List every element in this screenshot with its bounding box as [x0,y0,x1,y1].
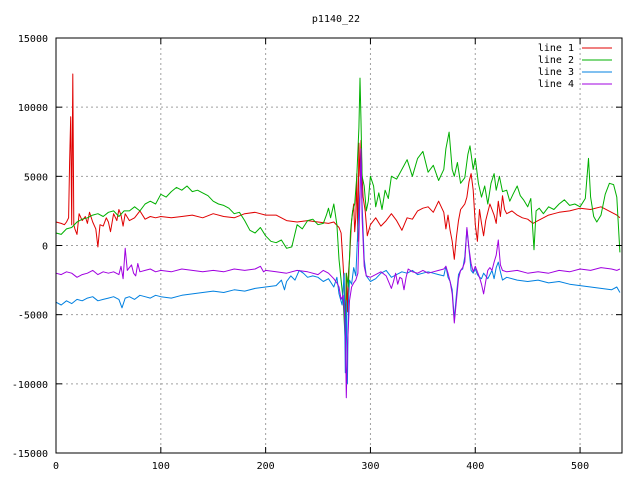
x-tick-label: 500 [571,461,589,472]
y-tick-label: -5000 [18,311,48,322]
series-line-2 [55,77,621,343]
chart-title: p1140_22 [312,14,360,25]
x-tick-label: 100 [152,461,170,472]
y-tick-label: -10000 [12,380,48,391]
y-tick-label: 10000 [18,103,48,114]
x-tick-label: 200 [257,461,275,472]
series-layer [55,73,621,399]
x-tick-label: 0 [53,461,59,472]
y-tick-label: -15000 [12,449,48,460]
series-line-1 [55,73,621,327]
axis-ticks: -15000 -10000 -5000 0 5000 10000 15000 0 100 200 3… [12,34,622,472]
x-tick-label: 300 [361,461,379,472]
legend-label: line 2 [538,55,574,66]
series-line-3 [55,155,621,385]
y-tick-label: 15000 [18,34,48,45]
series-line-4 [55,148,621,399]
y-tick-label: 0 [42,242,48,253]
x-tick-label: 400 [466,461,484,472]
legend-label: line 1 [538,43,574,54]
y-tick-label: 5000 [24,172,48,183]
grid [56,38,622,453]
legend-label: line 4 [538,79,574,90]
legend-label: line 3 [538,67,574,78]
